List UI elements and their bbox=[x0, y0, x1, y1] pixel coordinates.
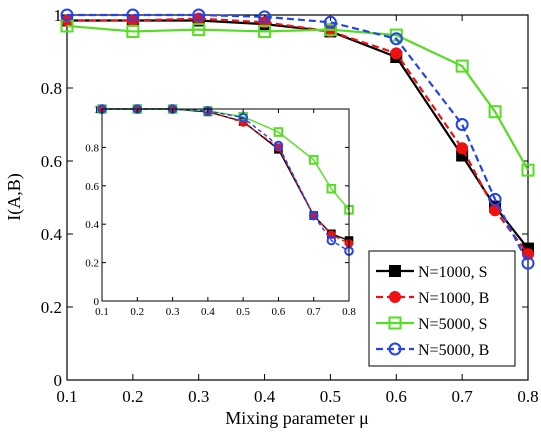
inset-plot-frame bbox=[101, 108, 350, 302]
main-x-tick-label: 0.3 bbox=[188, 387, 209, 406]
inset-y-tick-label: 0.8 bbox=[85, 142, 99, 154]
main-data-point bbox=[389, 28, 403, 42]
main-x-tick-label: 0.8 bbox=[517, 387, 538, 406]
main-data-point bbox=[60, 8, 74, 22]
main-data-point bbox=[455, 118, 469, 131]
main-data-point bbox=[455, 59, 469, 73]
inset-data-point bbox=[308, 155, 319, 165]
main-data-point bbox=[389, 32, 403, 46]
main-series-line bbox=[66, 24, 529, 171]
inset-data-point bbox=[203, 106, 213, 116]
main-data-point bbox=[521, 256, 535, 270]
main-plot: 0.1 0.2 0.3 0.4 0.5 0.6 0.7 0.8 00.20.40.60.81 … bbox=[4, 6, 539, 428]
inset-y-tick-label: 1 bbox=[94, 104, 100, 116]
main-data-point bbox=[126, 8, 140, 22]
main-x-tick-label: 0.7 bbox=[452, 387, 474, 406]
main-y-tick-label: 0.6 bbox=[41, 152, 62, 171]
legend-item: N=1000, B bbox=[376, 290, 489, 307]
legend: N=1000, S N=1000, B N=5000, S N=5000, B bbox=[368, 250, 516, 367]
main-y-axis-title: I(A,B) bbox=[4, 173, 25, 221]
main-data-point bbox=[258, 24, 272, 38]
inset-data-point bbox=[326, 235, 337, 246]
inset-data-point bbox=[238, 112, 248, 123]
inset-y-tick-label: 0.6 bbox=[85, 181, 99, 193]
inset-x-tick-label: 0.2 bbox=[130, 306, 144, 318]
inset-x-tick-label: 0.3 bbox=[166, 306, 180, 318]
inset-x-tick-label: 0.6 bbox=[272, 306, 286, 318]
legend-swatch-marker bbox=[388, 316, 402, 330]
inset-y-tick-label: 0.2 bbox=[85, 258, 99, 270]
main-x-tick-label: 0.5 bbox=[320, 387, 341, 406]
main-data-point bbox=[126, 24, 140, 38]
inset-x-tick-label: 0.1 bbox=[95, 306, 109, 318]
main-y-tick-label: 0 bbox=[54, 371, 63, 390]
inset-y-tick-label: 0.4 bbox=[85, 219, 99, 231]
main-data-point bbox=[488, 192, 502, 206]
main-x-tick-label: 0.4 bbox=[254, 387, 276, 406]
main-series-4 bbox=[60, 8, 535, 270]
inset-data-point bbox=[273, 140, 284, 151]
main-data-point bbox=[390, 47, 403, 60]
legend-label: N=5000, S bbox=[418, 316, 487, 333]
main-data-point bbox=[323, 23, 337, 37]
inset-x-tick-label: 0.8 bbox=[342, 306, 356, 318]
inset-series-line bbox=[102, 108, 350, 252]
legend-swatch-marker bbox=[388, 342, 402, 356]
legend-item: N=5000, S bbox=[376, 316, 487, 333]
main-y-tick-label: 0.4 bbox=[41, 225, 63, 244]
inset-plot-background bbox=[102, 109, 349, 301]
main-x-tick-label: 0.2 bbox=[122, 387, 143, 406]
main-x-axis-title: Mixing parameter μ bbox=[225, 408, 369, 428]
inset-y-tick-label: 0 bbox=[94, 296, 100, 308]
main-x-tick-label: 0.6 bbox=[386, 387, 407, 406]
legend-item: N=5000, B bbox=[376, 342, 489, 359]
main-plot-frame bbox=[66, 14, 529, 381]
inset-x-tick-label: 0.4 bbox=[201, 306, 215, 318]
legend-swatch-marker bbox=[389, 291, 401, 303]
legend-swatch-marker bbox=[389, 265, 401, 277]
legend-label: N=1000, B bbox=[418, 290, 489, 307]
main-x-tick-label: 0.1 bbox=[56, 387, 77, 406]
inset-x-tick-label: 0.5 bbox=[236, 306, 250, 318]
inset-data-point bbox=[326, 183, 337, 194]
main-data-point bbox=[192, 23, 206, 37]
legend-item: N=1000, S bbox=[376, 264, 487, 281]
main-y-tick-label: 0.8 bbox=[41, 79, 62, 98]
inset-x-tick-label: 0.7 bbox=[307, 306, 321, 318]
main-y-tick-label: 1 bbox=[54, 6, 63, 25]
main-y-tick-label: 0.2 bbox=[41, 298, 62, 317]
inset-data-point bbox=[308, 210, 319, 221]
main-data-point bbox=[456, 142, 469, 155]
main-data-point bbox=[258, 10, 272, 24]
inset-plot: 0.1 0.2 0.3 0.4 0.5 0.6 0.7 0.8 0 0.2 0.4 0.6 0.8 1 bbox=[85, 104, 356, 318]
main-series-3 bbox=[60, 19, 535, 177]
legend-label: N=1000, S bbox=[418, 264, 487, 281]
main-data-point bbox=[488, 105, 502, 119]
legend-label: N=5000, B bbox=[418, 342, 489, 359]
main-data-point bbox=[323, 15, 337, 29]
main-data-point bbox=[192, 8, 206, 22]
main-data-point bbox=[521, 163, 535, 177]
inset-data-point bbox=[273, 127, 284, 137]
